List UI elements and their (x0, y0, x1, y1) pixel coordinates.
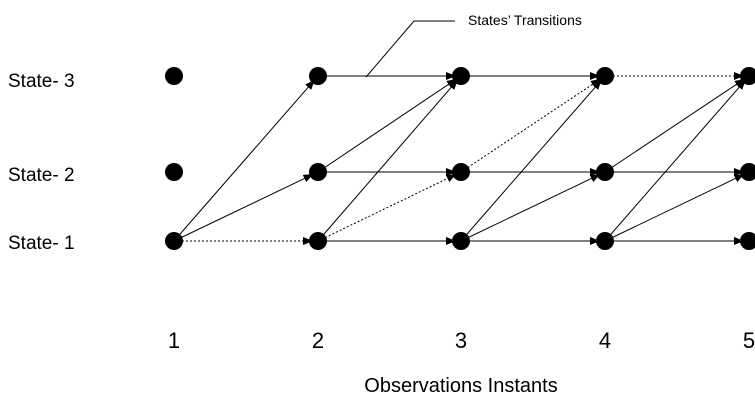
transition-t3-s1-to-s2 (460, 174, 601, 242)
annotation-label: States’ Transitions (468, 12, 582, 28)
state-label-1: State- 1 (8, 233, 75, 254)
transition-t1-s1-to-s3 (173, 79, 315, 242)
state-label-3: State- 3 (8, 71, 75, 92)
instant-label-5: 5 (743, 328, 755, 353)
transition-t2-s2-to-s3 (317, 78, 457, 173)
state-node-t2-s3 (309, 67, 327, 85)
instant-label-1: 1 (168, 328, 180, 353)
state-node-t5-s2 (740, 163, 755, 181)
instant-label-4: 4 (599, 328, 611, 353)
state-node-t1-s1 (165, 232, 183, 250)
state-node-t4-s1 (596, 232, 614, 250)
transition-t3-s1-to-s3 (460, 79, 602, 242)
instant-label-2: 2 (312, 328, 324, 353)
instant-label-3: 3 (455, 328, 467, 353)
state-node-t1-s2 (165, 163, 183, 181)
transition-t3-s2-to-s3 (460, 78, 601, 173)
transition-t4-s2-to-s3 (604, 78, 745, 173)
state-node-t4-s3 (596, 67, 614, 85)
transition-t2-s1-to-s2 (317, 174, 457, 242)
axis-title: Observations Instants (364, 375, 557, 397)
state-node-t3-s1 (452, 232, 470, 250)
state-label-2: State- 2 (8, 165, 75, 186)
state-node-t1-s3 (165, 67, 183, 85)
transition-t2-s1-to-s3 (317, 79, 458, 242)
transition-edges (173, 72, 746, 245)
transition-t4-s1-to-s2 (604, 174, 745, 242)
transition-t4-s1-to-s3 (604, 79, 746, 242)
state-node-t2-s2 (309, 163, 327, 181)
transition-t1-s1-to-s2 (173, 174, 314, 242)
annotation-leader-line (365, 20, 455, 78)
state-node-t2-s1 (309, 232, 327, 250)
state-node-t3-s3 (452, 67, 470, 85)
state-node-t5-s3 (740, 67, 755, 85)
state-nodes (165, 67, 755, 250)
state-node-t5-s1 (740, 232, 755, 250)
state-node-t4-s2 (596, 163, 614, 181)
state-node-t3-s2 (452, 163, 470, 181)
